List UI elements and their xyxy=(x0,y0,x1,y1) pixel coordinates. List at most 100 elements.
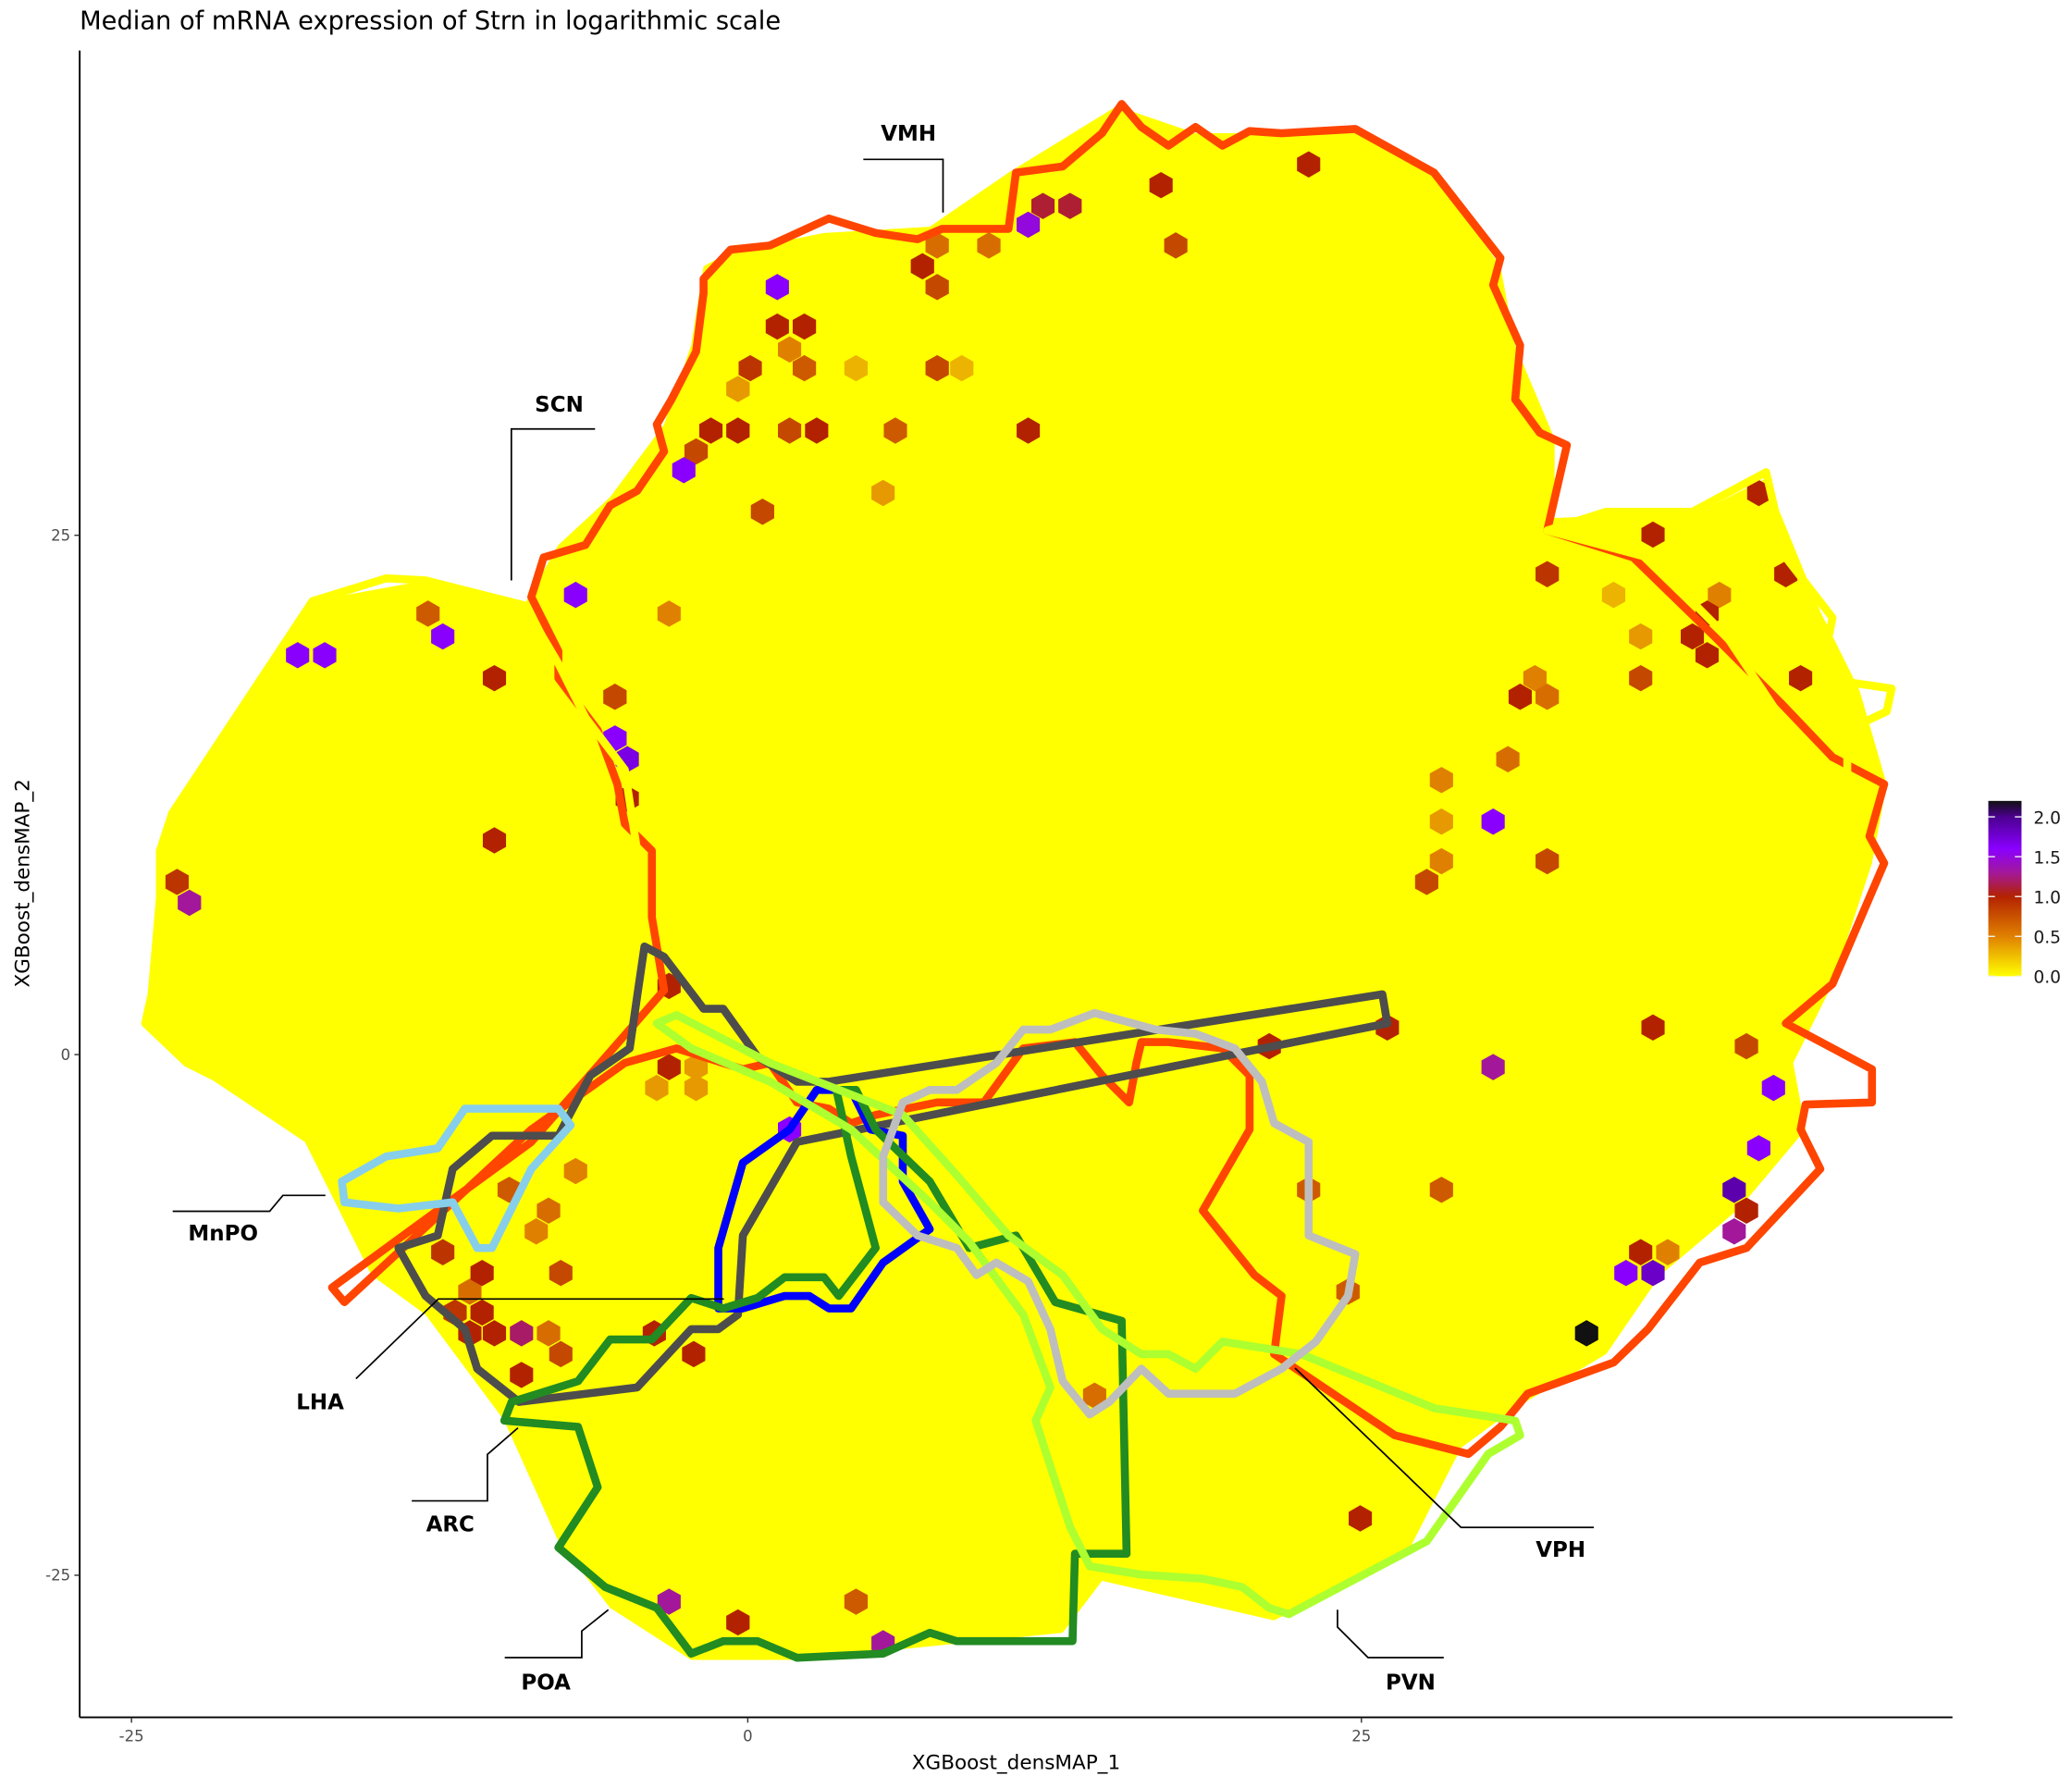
hex-cell xyxy=(563,581,587,609)
hex-cell xyxy=(1481,1054,1505,1080)
hex-cell xyxy=(1429,847,1453,875)
outline-mnpo xyxy=(338,1104,575,1252)
hex-cell xyxy=(1680,623,1705,650)
hex-cell xyxy=(165,869,190,895)
y-axis-title: XGBoost_densMAP_2 xyxy=(12,779,35,987)
hex-cell xyxy=(1496,746,1520,772)
x-tick-label: 25 xyxy=(1351,1727,1371,1745)
hex-cell xyxy=(726,1609,750,1636)
hex-cell xyxy=(925,274,949,301)
hexbin-extent xyxy=(144,105,1887,1660)
hex-cell xyxy=(792,313,817,340)
hex-cell xyxy=(1629,1239,1653,1265)
hex-cell xyxy=(805,417,829,444)
label-vmh: VMH xyxy=(881,122,936,146)
color-legend: 2.0 1.5 1.0 0.5 0.0 xyxy=(1988,800,2061,988)
hex-cell xyxy=(1708,581,1732,609)
hex-cell xyxy=(1734,1032,1758,1060)
x-axis-title: XGBoost_densMAP_1 xyxy=(912,1752,1120,1775)
hex-cell xyxy=(1746,1135,1770,1162)
hex-cell xyxy=(925,354,949,382)
hex-cell xyxy=(844,354,869,382)
hex-cell xyxy=(1614,1259,1638,1287)
hex-cell xyxy=(431,1239,455,1265)
hex-cell xyxy=(844,1588,869,1615)
hex-cell xyxy=(1429,1177,1453,1203)
hex-cell xyxy=(416,600,440,627)
hex-cell xyxy=(682,1340,706,1368)
region-annotations: VMH SCN MnPO LHA ARC POA PVN VPH xyxy=(172,122,1595,1695)
hex-cell xyxy=(286,642,310,669)
hex-cell xyxy=(1481,808,1505,835)
hex-cell xyxy=(792,354,817,382)
hex-cell xyxy=(657,1054,681,1080)
hex-cell xyxy=(1722,1177,1746,1203)
leader-line-arc xyxy=(412,1426,519,1502)
label-arc: ARC xyxy=(426,1513,475,1537)
hex-cell xyxy=(1789,664,1813,692)
y-tick-label: 0 xyxy=(61,1046,70,1064)
x-tick-label: 0 xyxy=(743,1727,753,1745)
hex-cell xyxy=(1508,684,1533,710)
hex-cell xyxy=(684,1074,709,1102)
hex-cell xyxy=(470,1259,494,1287)
hex-cell xyxy=(563,1157,587,1185)
x-tick-label: -25 xyxy=(119,1727,144,1745)
legend-label: 1.5 xyxy=(2033,848,2061,868)
outline-pvn xyxy=(652,1011,1524,1619)
hex-cell xyxy=(1017,417,1041,444)
hex-cell xyxy=(765,274,789,301)
hex-cell xyxy=(1523,664,1547,692)
label-poa: POA xyxy=(521,1671,571,1695)
outline-vmh xyxy=(327,100,1889,1459)
label-vph: VPH xyxy=(1536,1538,1585,1562)
hex-cell xyxy=(1629,664,1653,692)
hex-cell xyxy=(977,232,1001,259)
hex-cell xyxy=(672,457,696,484)
hex-cell xyxy=(1656,1239,1680,1265)
hex-cell xyxy=(1082,1382,1106,1410)
hex-cell xyxy=(778,417,802,444)
outline-vph xyxy=(879,1008,1360,1419)
hex-cell xyxy=(657,600,681,627)
hex-cell xyxy=(1414,869,1438,895)
hex-cell xyxy=(1536,561,1560,587)
hex-cell xyxy=(1429,767,1453,794)
leader-line-scn xyxy=(510,427,596,581)
hex-cell xyxy=(1429,808,1453,835)
hex-cell xyxy=(750,499,774,525)
hex-cell xyxy=(1734,1197,1758,1225)
hex-cell xyxy=(778,336,802,364)
label-mnpo: MnPO xyxy=(188,1222,258,1246)
hex-cell xyxy=(482,664,507,692)
hex-cell xyxy=(482,827,507,854)
leader-line-pvn xyxy=(1337,1610,1444,1659)
hex-cell xyxy=(1641,1014,1665,1042)
hex-cell xyxy=(536,1197,561,1225)
outline-scn xyxy=(141,574,642,1141)
hex-cell xyxy=(1536,684,1560,710)
hex-cell xyxy=(883,417,907,444)
hex-cell xyxy=(1058,192,1082,219)
hex-cell xyxy=(1149,171,1173,199)
hex-cell xyxy=(1761,1074,1785,1102)
outline-unlabeled xyxy=(1543,468,1896,834)
hex-cell xyxy=(699,417,723,444)
x-ticks: -25 0 25 xyxy=(119,1717,1371,1745)
chart-title: Median of mRNA expression of Strn in log… xyxy=(80,7,781,36)
hex-cell xyxy=(657,1588,681,1615)
legend-label: 0.5 xyxy=(2033,928,2061,947)
hex-cell xyxy=(950,354,974,382)
outline-poa xyxy=(500,1085,1131,1662)
legend-label: 1.0 xyxy=(2033,888,2061,907)
hex-cell xyxy=(871,479,895,507)
hex-cell xyxy=(1601,581,1626,609)
hex-cell xyxy=(1641,1259,1665,1287)
hex-cell xyxy=(645,1074,669,1102)
label-scn: SCN xyxy=(535,393,584,417)
hex-cell xyxy=(1297,151,1321,178)
hex-cell xyxy=(549,1259,573,1287)
hex-cell xyxy=(1746,479,1770,507)
label-lha: LHA xyxy=(296,1390,344,1414)
